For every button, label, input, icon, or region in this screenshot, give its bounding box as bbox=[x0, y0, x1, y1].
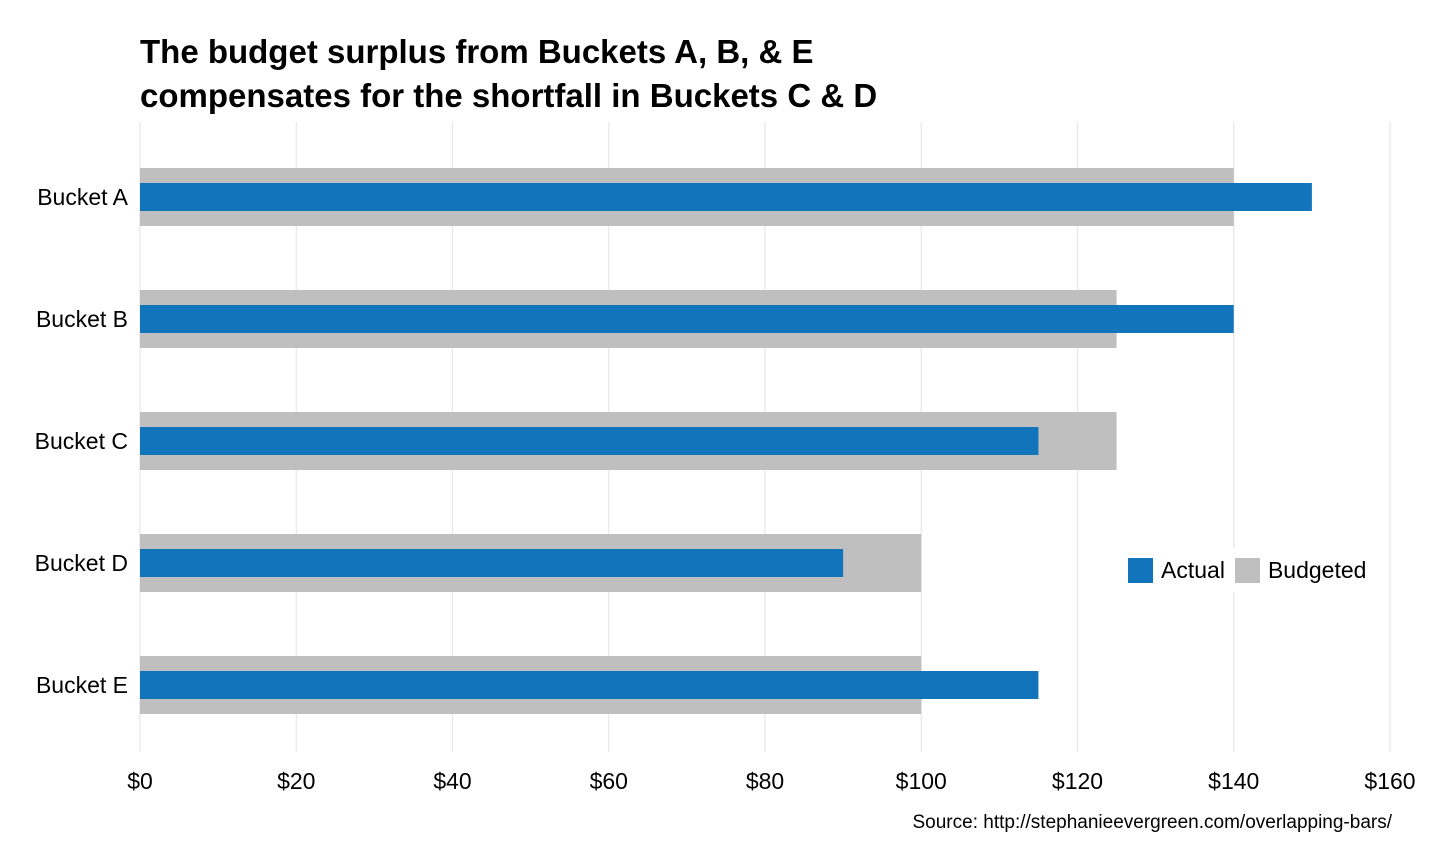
x-tick-label-0: $0 bbox=[127, 768, 153, 794]
legend-item-actual: Actual bbox=[1128, 557, 1225, 584]
legend-label-actual: Actual bbox=[1161, 556, 1225, 583]
legend-swatch-budgeted bbox=[1234, 557, 1260, 583]
legend: Actual Budgeted bbox=[1118, 548, 1377, 592]
x-tick-label-8: $160 bbox=[1364, 768, 1415, 794]
x-tick-label-5: $100 bbox=[896, 768, 947, 794]
bar-actual-4 bbox=[140, 671, 1039, 699]
bar-actual-0 bbox=[140, 183, 1312, 211]
category-label-0: Bucket A bbox=[37, 184, 128, 210]
chart-title: The budget surplus from Buckets A, B, & … bbox=[140, 30, 1140, 118]
x-tick-label-3: $60 bbox=[590, 768, 628, 794]
source-note: Source: http://stephanieevergreen.com/ov… bbox=[912, 812, 1393, 833]
category-label-2: Bucket C bbox=[35, 428, 128, 454]
x-tick-label-7: $140 bbox=[1208, 768, 1259, 794]
legend-label-budgeted: Budgeted bbox=[1267, 556, 1367, 583]
bar-actual-1 bbox=[140, 305, 1234, 333]
x-tick-label-2: $40 bbox=[433, 768, 471, 794]
x-tick-label-1: $20 bbox=[277, 768, 315, 794]
chart-title-line-2: compensates for the shortfall in Buckets… bbox=[140, 77, 878, 114]
category-label-4: Bucket E bbox=[36, 672, 128, 698]
chart-title-line-1: The budget surplus from Buckets A, B, & … bbox=[140, 33, 814, 70]
category-label-1: Bucket B bbox=[36, 306, 128, 332]
bar-actual-3 bbox=[140, 549, 844, 577]
category-label-3: Bucket D bbox=[35, 550, 128, 576]
legend-item-budgeted: Budgeted bbox=[1234, 556, 1367, 584]
x-tick-label-6: $120 bbox=[1052, 768, 1103, 794]
legend-swatch-actual bbox=[1128, 557, 1153, 583]
bar-actual-2 bbox=[140, 427, 1039, 455]
x-tick-label-4: $80 bbox=[746, 768, 784, 794]
